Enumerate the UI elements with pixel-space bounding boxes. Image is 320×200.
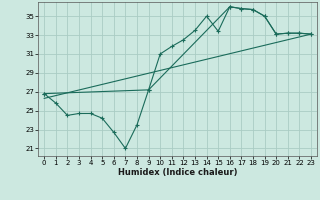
X-axis label: Humidex (Indice chaleur): Humidex (Indice chaleur) bbox=[118, 168, 237, 177]
